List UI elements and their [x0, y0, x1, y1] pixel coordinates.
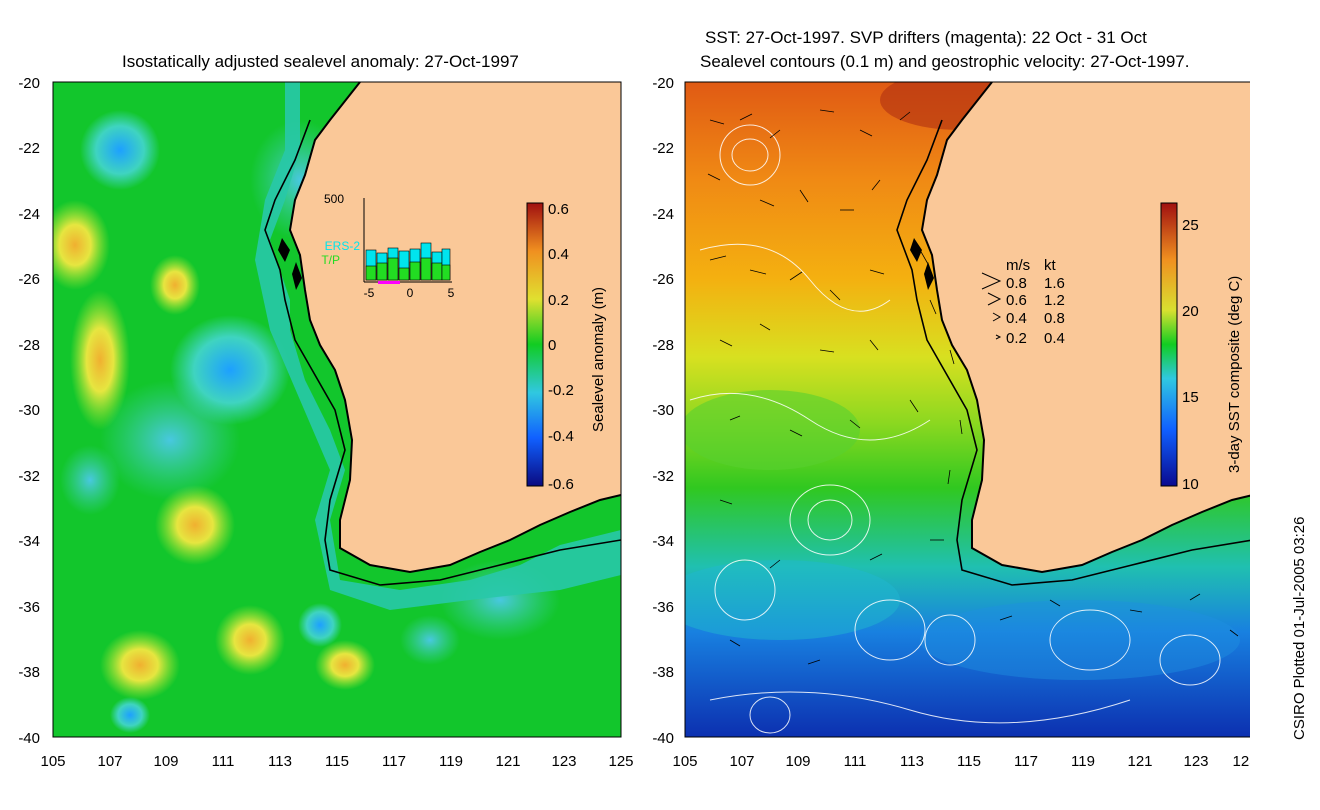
x-tick: 105: [40, 753, 65, 770]
x-tick: 107: [729, 753, 754, 770]
x-tick: 113: [900, 753, 924, 770]
x-tick: 119: [1071, 753, 1095, 770]
y-tick: -38: [18, 664, 40, 681]
cbar-tick: 0.6: [548, 201, 569, 218]
right-map: -20 -22 -24 -26 -28 -30 -32 -34 -36 -38 …: [652, 75, 1250, 770]
y-tick: -24: [652, 206, 674, 223]
x-tick: 111: [212, 753, 235, 770]
y-tick: -40: [18, 730, 40, 747]
y-tick: -26: [18, 271, 40, 288]
y-tick: -28: [652, 337, 674, 354]
key-kt: 0.8: [1044, 310, 1065, 327]
x-tick: 105: [672, 753, 697, 770]
right-panel-title-1: SST: 27-Oct-1997. SVP drifters (magenta)…: [705, 28, 1147, 47]
key-ms: 0.4: [1006, 310, 1027, 327]
x-tick: 123: [551, 753, 576, 770]
y-tick: -40: [652, 730, 674, 747]
x-tick: 121: [495, 753, 520, 770]
altimeter-inset: 500 ERS-2 T/P -5 0 5: [321, 192, 454, 300]
inset-legend-ers: ERS-2: [325, 239, 361, 253]
right-y-axis: -20 -22 -24 -26 -28 -30 -32 -34 -36 -38 …: [652, 75, 674, 747]
y-tick: -22: [652, 140, 674, 157]
y-tick: -36: [652, 599, 674, 616]
y-tick: -30: [18, 402, 40, 419]
x-tick: 121: [1127, 753, 1152, 770]
x-tick: 113: [268, 753, 292, 770]
x-tick: 107: [97, 753, 122, 770]
y-tick: -38: [652, 664, 674, 681]
x-tick: 115: [957, 753, 981, 770]
y-tick: -34: [652, 533, 674, 550]
x-tick: 119: [439, 753, 463, 770]
cbar-tick: 20: [1182, 303, 1199, 320]
key-ms: 0.6: [1006, 292, 1027, 309]
y-tick: -20: [18, 75, 40, 92]
y-tick: -22: [18, 140, 40, 157]
y-tick: -36: [18, 599, 40, 616]
cbar-tick: 25: [1182, 217, 1199, 234]
left-panel-title: Isostatically adjusted sealevel anomaly:…: [122, 52, 519, 71]
cbar-label: 3-day SST composite (deg C): [1226, 276, 1243, 473]
x-tick: 115: [325, 753, 349, 770]
y-tick: -26: [652, 271, 674, 288]
y-tick: -30: [652, 402, 674, 419]
inset-x-tick: 0: [407, 286, 414, 300]
cbar-tick: 15: [1182, 389, 1199, 406]
y-tick: -20: [652, 75, 674, 92]
x-tick: 125: [608, 753, 633, 770]
left-map: -20 -22 -24 -26 -28 -30 -32 -34 -36 -38 …: [18, 75, 633, 770]
y-tick: -24: [18, 206, 40, 223]
key-header-kt: kt: [1044, 257, 1057, 274]
key-kt: 1.6: [1044, 275, 1065, 292]
right-panel-title-2: Sealevel contours (0.1 m) and geostrophi…: [700, 52, 1190, 71]
right-x-axis: 105 107 109 111 113 115 117 119 121 123 …: [672, 753, 1250, 770]
key-header-ms: m/s: [1006, 257, 1030, 274]
key-ms: 0.8: [1006, 275, 1027, 292]
cbar-tick: -0.2: [548, 382, 574, 399]
y-tick: -32: [18, 468, 40, 485]
x-tick: 109: [153, 753, 178, 770]
inset-drifter-window: [378, 281, 400, 284]
cbar-tick: -0.4: [548, 428, 574, 445]
cbar-tick: 0.2: [548, 292, 569, 309]
x-tick: 109: [785, 753, 810, 770]
inset-y-max: 500: [324, 192, 344, 206]
key-ms: 0.2: [1006, 330, 1027, 347]
credit-text: CSIRO Plotted 01-Jul-2005 03:26: [1291, 517, 1308, 740]
left-y-axis: -20 -22 -24 -26 -28 -30 -32 -34 -36 -38 …: [18, 75, 59, 747]
cbar-tick: 10: [1182, 476, 1199, 493]
x-tick: 123: [1183, 753, 1208, 770]
x-tick: 117: [1014, 753, 1038, 770]
velocity-key: m/s kt 0.8 1.6 0.6 1.2 0.4 0.8 0.2 0.4: [981, 257, 1065, 347]
y-tick: -32: [652, 468, 674, 485]
y-tick: -34: [18, 533, 40, 550]
x-tick: 117: [382, 753, 406, 770]
cbar-tick: 0.4: [548, 246, 569, 263]
key-kt: 0.4: [1044, 330, 1065, 347]
key-kt: 1.2: [1044, 292, 1065, 309]
x-tick: 111: [844, 753, 867, 770]
cbar-tick: -0.6: [548, 476, 574, 493]
cbar-tick: 0: [548, 337, 556, 354]
right-colorbar: 25 20 15 10 3-day SST composite (deg C): [1160, 202, 1243, 493]
inset-x-tick: -5: [364, 286, 375, 300]
left-x-axis: 105 107 109 111 113 115 117 119 121 123 …: [40, 753, 633, 770]
credit: CSIRO Plotted 01-Jul-2005 03:26: [1291, 517, 1308, 740]
inset-x-tick: 5: [448, 286, 455, 300]
left-colorbar: 0.6 0.4 0.2 0 -0.2 -0.4 -0.6 Sealevel an…: [526, 201, 607, 493]
inset-legend-tp: T/P: [321, 253, 340, 267]
inset-bars: [365, 242, 451, 281]
y-tick: -28: [18, 337, 40, 354]
cbar-label: Sealevel anomaly (m): [590, 287, 607, 432]
x-tick: 125: [1232, 753, 1250, 770]
